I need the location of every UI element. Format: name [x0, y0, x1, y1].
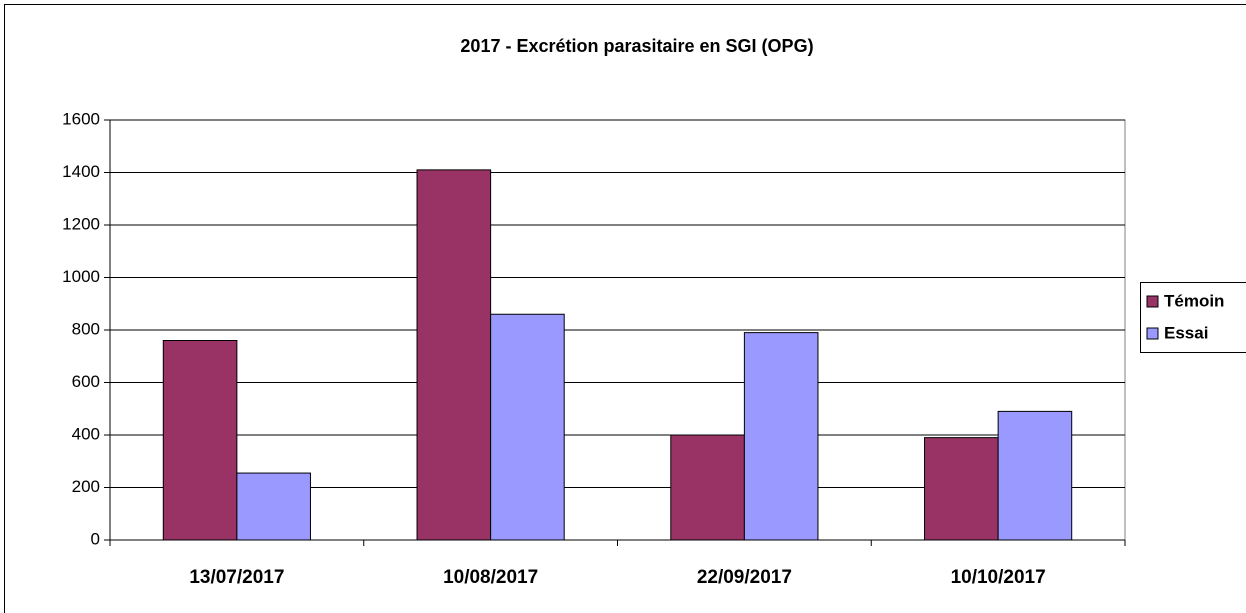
legend-label: Témoin — [1164, 291, 1224, 310]
bar — [743, 332, 819, 541]
y-tick-label: 1400 — [62, 162, 100, 181]
legend-swatch — [1146, 295, 1159, 308]
y-tick-label: 600 — [72, 372, 100, 391]
y-tick-label: 800 — [72, 319, 100, 338]
bar — [236, 472, 311, 541]
y-tick-label: 0 — [91, 529, 100, 548]
legend-label: Essai — [1164, 323, 1208, 342]
bar — [162, 340, 238, 541]
x-tick-label: 10/10/2017 — [951, 567, 1046, 588]
legend-swatch — [1146, 327, 1159, 340]
bar — [670, 434, 745, 541]
x-tick-label: 10/08/2017 — [443, 567, 538, 588]
y-tick-label: 400 — [72, 424, 100, 443]
bar — [416, 169, 492, 541]
bar — [490, 313, 565, 541]
legend-box — [1140, 282, 1246, 353]
x-tick-label: 13/07/2017 — [189, 567, 284, 588]
x-tick-label: 22/09/2017 — [697, 567, 792, 588]
bar — [924, 437, 999, 541]
y-tick-label: 1200 — [62, 214, 100, 233]
bar — [997, 410, 1073, 541]
chart-title: 2017 - Excrétion parasitaire en SGI (OPG… — [460, 36, 813, 56]
y-tick-label: 200 — [72, 477, 100, 496]
y-tick-label: 1000 — [62, 267, 100, 286]
y-tick-label: 1600 — [62, 109, 100, 128]
